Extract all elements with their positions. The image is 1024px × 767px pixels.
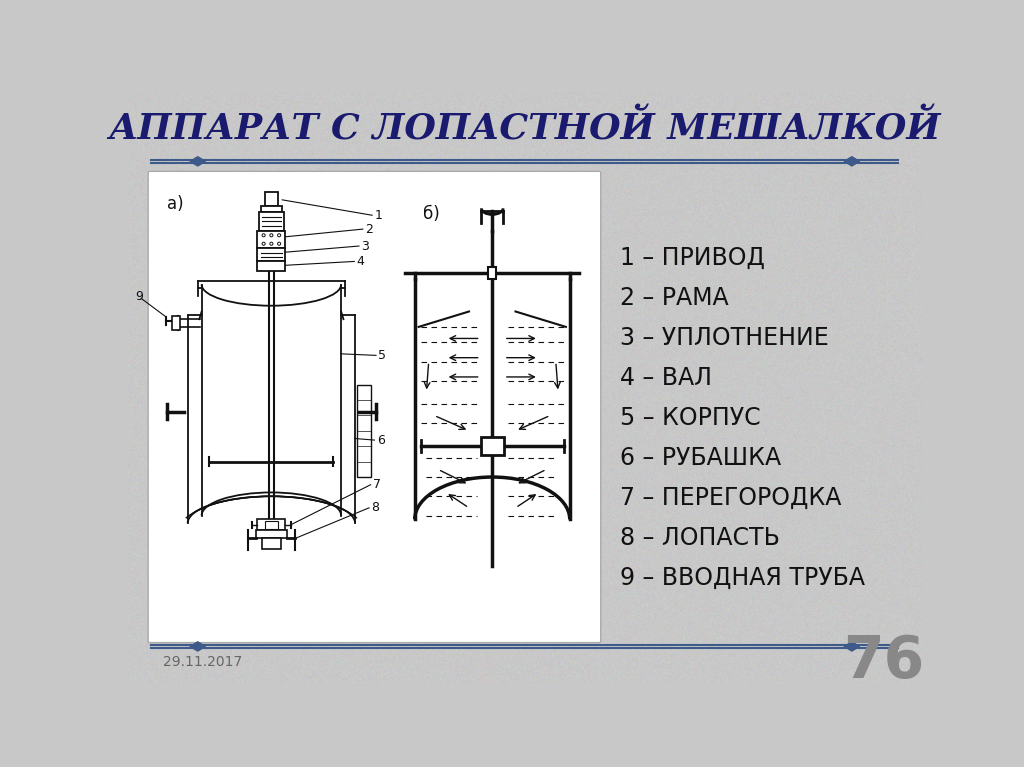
Text: 6: 6: [377, 433, 385, 446]
Circle shape: [278, 234, 281, 237]
Circle shape: [278, 242, 281, 245]
Bar: [488, 267, 496, 279]
Text: 5 – КОРПУС: 5 – КОРПУС: [621, 406, 761, 430]
Bar: [480, 437, 504, 456]
Text: 9: 9: [135, 290, 142, 303]
Text: 3 – УПЛОТНЕНИЕ: 3 – УПЛОТНЕНИЕ: [621, 326, 828, 350]
Text: 8: 8: [372, 502, 379, 515]
Bar: [257, 249, 286, 261]
Bar: [262, 538, 281, 548]
Polygon shape: [844, 642, 859, 651]
Text: 7: 7: [373, 479, 381, 491]
Bar: [257, 232, 286, 249]
Text: 4: 4: [356, 255, 365, 268]
Text: б): б): [423, 205, 439, 222]
Text: 5: 5: [378, 349, 386, 362]
Polygon shape: [844, 156, 859, 166]
FancyBboxPatch shape: [148, 171, 601, 643]
Bar: [257, 519, 286, 530]
Bar: [172, 316, 180, 330]
Bar: [356, 384, 371, 477]
Polygon shape: [190, 642, 206, 651]
Text: 2 – РАМА: 2 – РАМА: [621, 285, 729, 310]
Circle shape: [262, 242, 265, 245]
Bar: [265, 193, 278, 206]
Text: 76: 76: [843, 634, 925, 690]
Bar: [260, 206, 283, 212]
Bar: [259, 212, 284, 232]
Bar: [257, 261, 286, 272]
Text: 29.11.2017: 29.11.2017: [163, 655, 242, 669]
Text: 1 – ПРИВОД: 1 – ПРИВОД: [621, 245, 765, 269]
Text: 1: 1: [375, 209, 382, 222]
Polygon shape: [190, 156, 206, 166]
Text: 8 – ЛОПАСТЬ: 8 – ЛОПАСТЬ: [621, 526, 780, 550]
Circle shape: [262, 234, 265, 237]
Text: 4 – ВАЛ: 4 – ВАЛ: [621, 366, 712, 390]
Circle shape: [270, 234, 273, 237]
Bar: [256, 530, 287, 538]
Bar: [265, 521, 278, 528]
Text: 7 – ПЕРЕГОРОДКА: 7 – ПЕРЕГОРОДКА: [621, 486, 842, 510]
Text: АППАРАТ С ЛОПАСТНОЙ МЕШАЛКОЙ: АППАРАТ С ЛОПАСТНОЙ МЕШАЛКОЙ: [109, 111, 941, 147]
Text: 2: 2: [366, 222, 373, 235]
Circle shape: [270, 242, 273, 245]
Text: 9 – ВВОДНАЯ ТРУБА: 9 – ВВОДНАЯ ТРУБА: [621, 566, 865, 590]
Text: 3: 3: [361, 239, 369, 252]
Text: 6 – РУБАШКА: 6 – РУБАШКА: [621, 446, 781, 470]
Text: а): а): [167, 195, 183, 212]
